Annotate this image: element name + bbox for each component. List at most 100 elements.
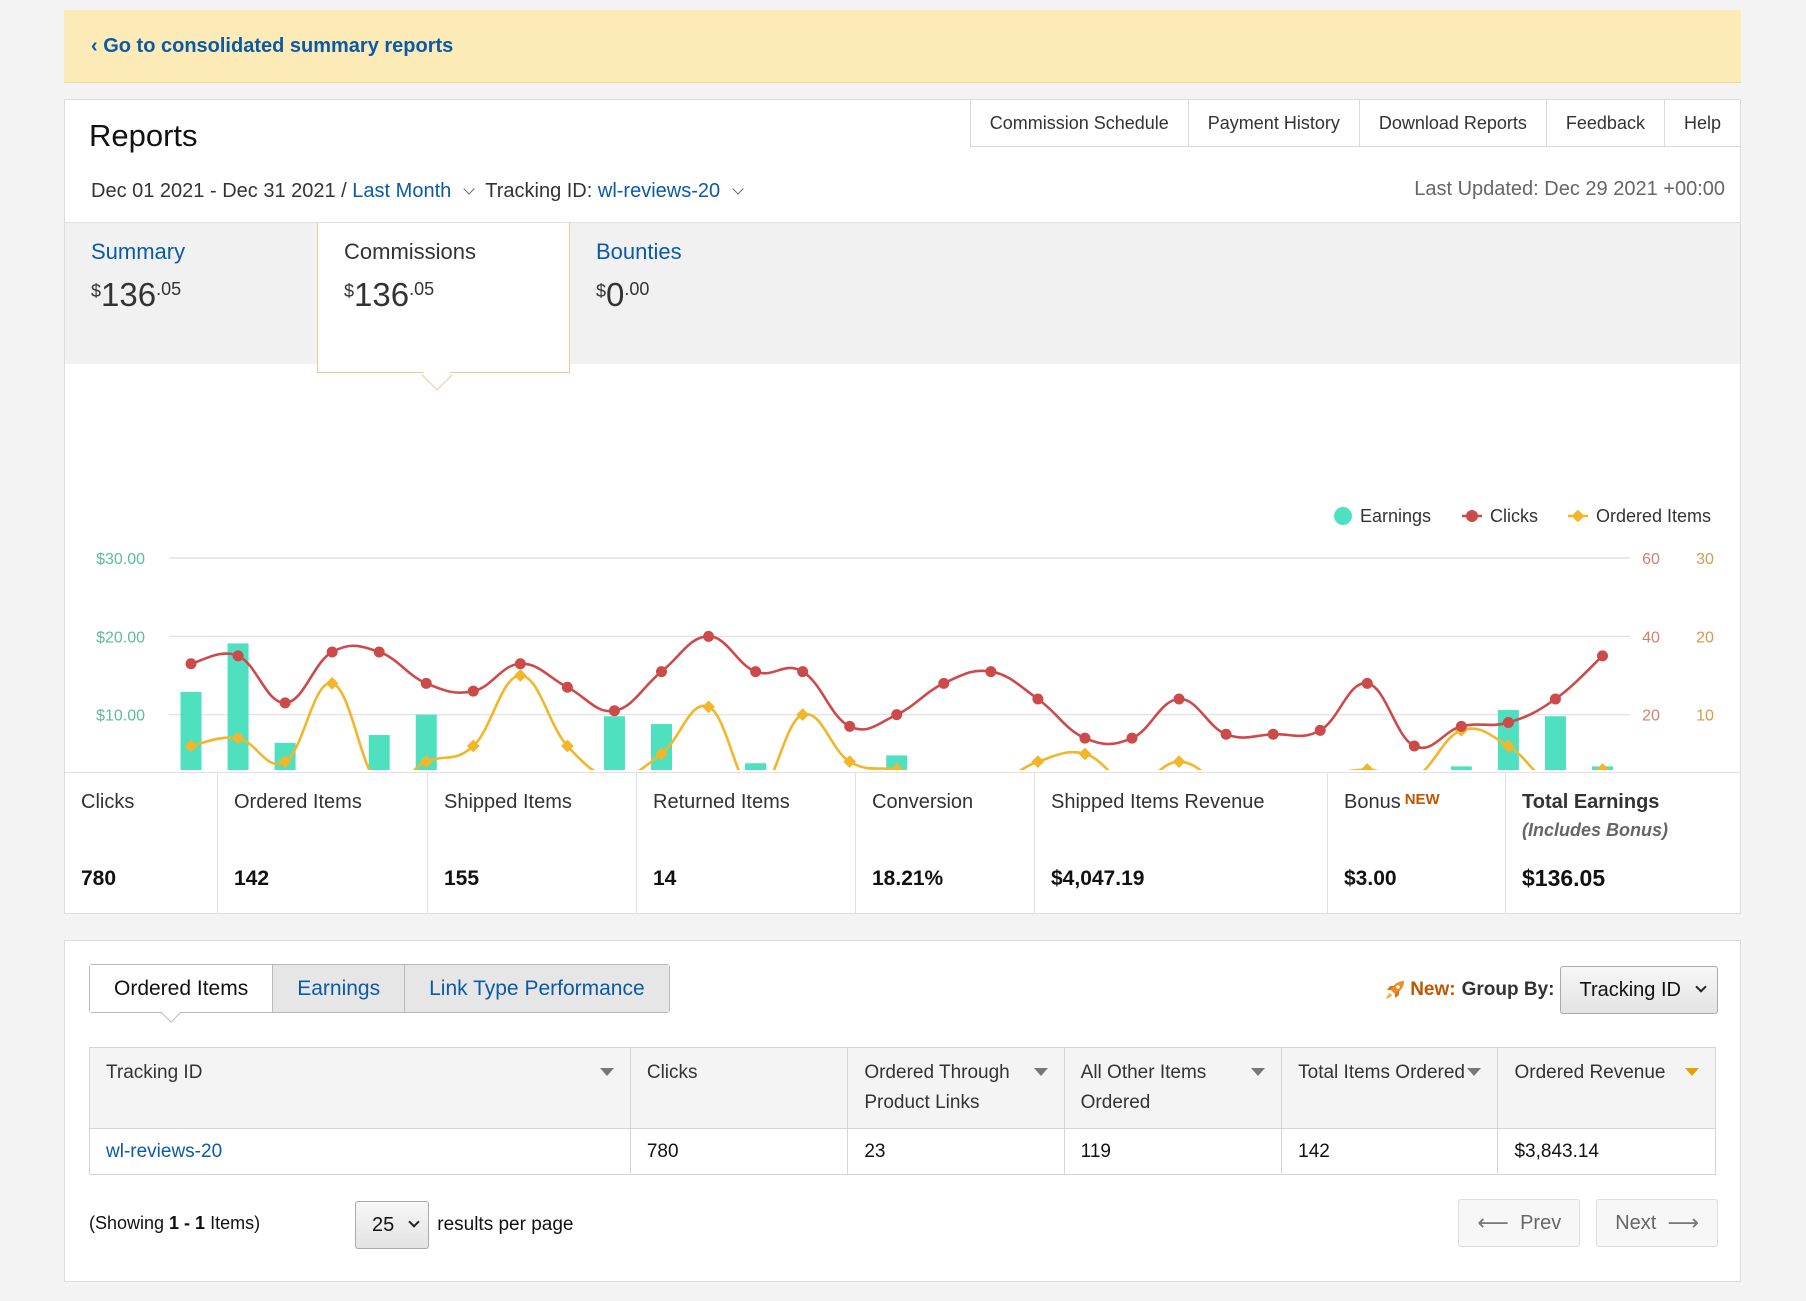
metric-returned-items: Returned Items 14 (637, 773, 856, 914)
column-header-product-links[interactable]: Ordered Through Product Links (847, 1047, 1065, 1129)
column-header-label: Clicks (646, 1062, 698, 1083)
per-page-select[interactable]: 25 (355, 1201, 430, 1249)
amount-whole: 0 (606, 276, 625, 313)
payment-history-link[interactable]: Payment History (1189, 100, 1360, 146)
tab-ordered-items[interactable]: Ordered Items (90, 965, 273, 1012)
clicks-point (1220, 728, 1232, 740)
chevron-down-icon[interactable] (463, 183, 475, 195)
metrics-bar: Clicks 780 Ordered Items 142 Shipped Ite… (65, 772, 1740, 914)
clicks-point (1502, 717, 1514, 728)
column-header-ordered-revenue[interactable]: Ordered Revenue (1497, 1047, 1716, 1129)
clicks-point (514, 658, 526, 670)
column-header-tracking-id[interactable]: Tracking ID (89, 1047, 631, 1129)
date-range: Dec 01 2021 - Dec 31 2021 / (91, 180, 347, 202)
prev-label: Prev (1520, 1211, 1562, 1234)
clicks-point (1032, 693, 1044, 705)
clicks-point (750, 666, 762, 678)
legend-ordered-swatch (1571, 509, 1585, 523)
summary-amount: $ 136 .05 (91, 277, 317, 313)
tab-bounties[interactable]: Bounties $ 0 .00 (570, 223, 823, 313)
rocket-icon (1386, 981, 1405, 999)
metric-label: Ordered Items (234, 791, 362, 813)
clicks-point (608, 705, 620, 717)
sort-icon[interactable] (599, 1068, 614, 1076)
sort-icon[interactable] (1251, 1068, 1266, 1076)
bounties-amount: $ 0 .00 (596, 277, 823, 313)
right-axis-tick-clicks: 60 (1642, 551, 1660, 568)
clicks-point (373, 646, 385, 658)
right-axis-tick-ordered: 10 (1696, 708, 1714, 725)
clicks-point (891, 709, 903, 721)
tab-commissions-label[interactable]: Commissions (344, 239, 477, 264)
currency-symbol: $ (596, 281, 607, 301)
ordered-items-point (1078, 747, 1092, 761)
showing-suffix: Items) (205, 1213, 261, 1233)
tab-earnings[interactable]: Earnings (272, 965, 405, 1012)
feedback-link[interactable]: Feedback (1547, 100, 1665, 146)
tracking-id-link[interactable]: wl-reviews-20 (106, 1140, 223, 1162)
tab-summary[interactable]: Summary $ 136 .05 (65, 223, 317, 313)
per-page-label: results per page (437, 1214, 574, 1235)
ordered-items-point (1031, 755, 1045, 769)
bonus-label: Bonus (1344, 791, 1401, 813)
clicks-point (1361, 677, 1373, 689)
group-by: New: Group By: Tracking ID (1384, 966, 1718, 1014)
date-preset-dropdown[interactable]: Last Month (352, 180, 452, 202)
commission-schedule-link[interactable]: Commission Schedule (971, 100, 1189, 146)
earnings-bar (368, 735, 390, 770)
tab-commissions[interactable]: Commissions $ 136 .05 (317, 223, 570, 373)
new-label: New: (1410, 979, 1456, 1000)
consolidated-reports-link[interactable]: ‹ Go to consolidated summary reports (91, 34, 454, 57)
clicks-point (561, 681, 573, 693)
tab-link-type-performance[interactable]: Link Type Performance (404, 965, 669, 1012)
sort-icon[interactable] (1033, 1068, 1048, 1076)
tab-summary-label[interactable]: Summary (91, 239, 186, 264)
legend-clicks-swatch (1466, 510, 1478, 522)
clicks-point (844, 720, 856, 732)
legend-earnings-label: Earnings (1360, 506, 1431, 526)
top-links: Commission Schedule Payment History Down… (969, 100, 1740, 147)
table-cell: 23 (847, 1128, 1065, 1175)
metric-bonus: Bonus NEW $3.00 (1328, 773, 1506, 914)
clicks-point (1314, 724, 1326, 736)
tracking-id-dropdown[interactable]: wl-reviews-20 (597, 180, 721, 202)
chevron-down-icon[interactable] (732, 183, 744, 195)
clicks-point (1408, 740, 1420, 752)
metric-value: 155 (444, 867, 480, 890)
summary-tabs: Summary $ 136 .05 Commissions $ 136 .05 … (65, 222, 1740, 373)
table-cell: 119 (1063, 1128, 1283, 1175)
per-page-control: 25 results per page (355, 1201, 574, 1249)
download-reports-link[interactable]: Download Reports (1360, 100, 1547, 146)
arrow-right-icon: ⟶ (1667, 1210, 1699, 1235)
column-header-other-items[interactable]: All Other Items Ordered (1063, 1047, 1283, 1129)
help-link[interactable]: Help (1683, 112, 1721, 133)
metric-label: Shipped Items Revenue (1051, 791, 1265, 813)
metric-value: 18.21% (872, 867, 944, 890)
left-axis-tick: $30.00 (96, 551, 145, 568)
prev-button[interactable]: ⟵ Prev (1458, 1199, 1581, 1247)
group-by-select[interactable]: Tracking ID (1560, 966, 1718, 1014)
metric-value: $4,047.19 (1051, 867, 1145, 890)
consolidated-banner: ‹ Go to consolidated summary reports (64, 10, 1741, 83)
amount-whole: 136 (101, 276, 157, 313)
column-header-clicks[interactable]: Clicks (629, 1047, 849, 1129)
next-button[interactable]: Next ⟶ (1596, 1199, 1718, 1247)
right-axis-tick-clicks: 20 (1642, 708, 1660, 725)
clicks-point (420, 677, 432, 689)
earnings-bar (745, 763, 767, 770)
clicks-point (985, 666, 997, 678)
per-page-value: 25 (372, 1213, 395, 1236)
table-cell: 780 (629, 1128, 849, 1175)
sort-icon[interactable] (1467, 1068, 1482, 1076)
sort-icon[interactable] (1685, 1068, 1699, 1076)
clicks-point (1455, 720, 1467, 732)
page-title: Reports (89, 118, 198, 153)
metric-label: Total Earnings (1522, 791, 1660, 813)
tab-bounties-label[interactable]: Bounties (596, 239, 682, 264)
column-header-total-items[interactable]: Total Items Ordered (1281, 1047, 1499, 1129)
clicks-point (938, 677, 950, 689)
metric-total-earnings: Total Earnings (Includes Bonus) $136.05 (1506, 773, 1740, 914)
table-header-row: Tracking ID Clicks Ordered Through Produ… (89, 1047, 1716, 1129)
left-axis-tick: $10.00 (96, 708, 145, 725)
